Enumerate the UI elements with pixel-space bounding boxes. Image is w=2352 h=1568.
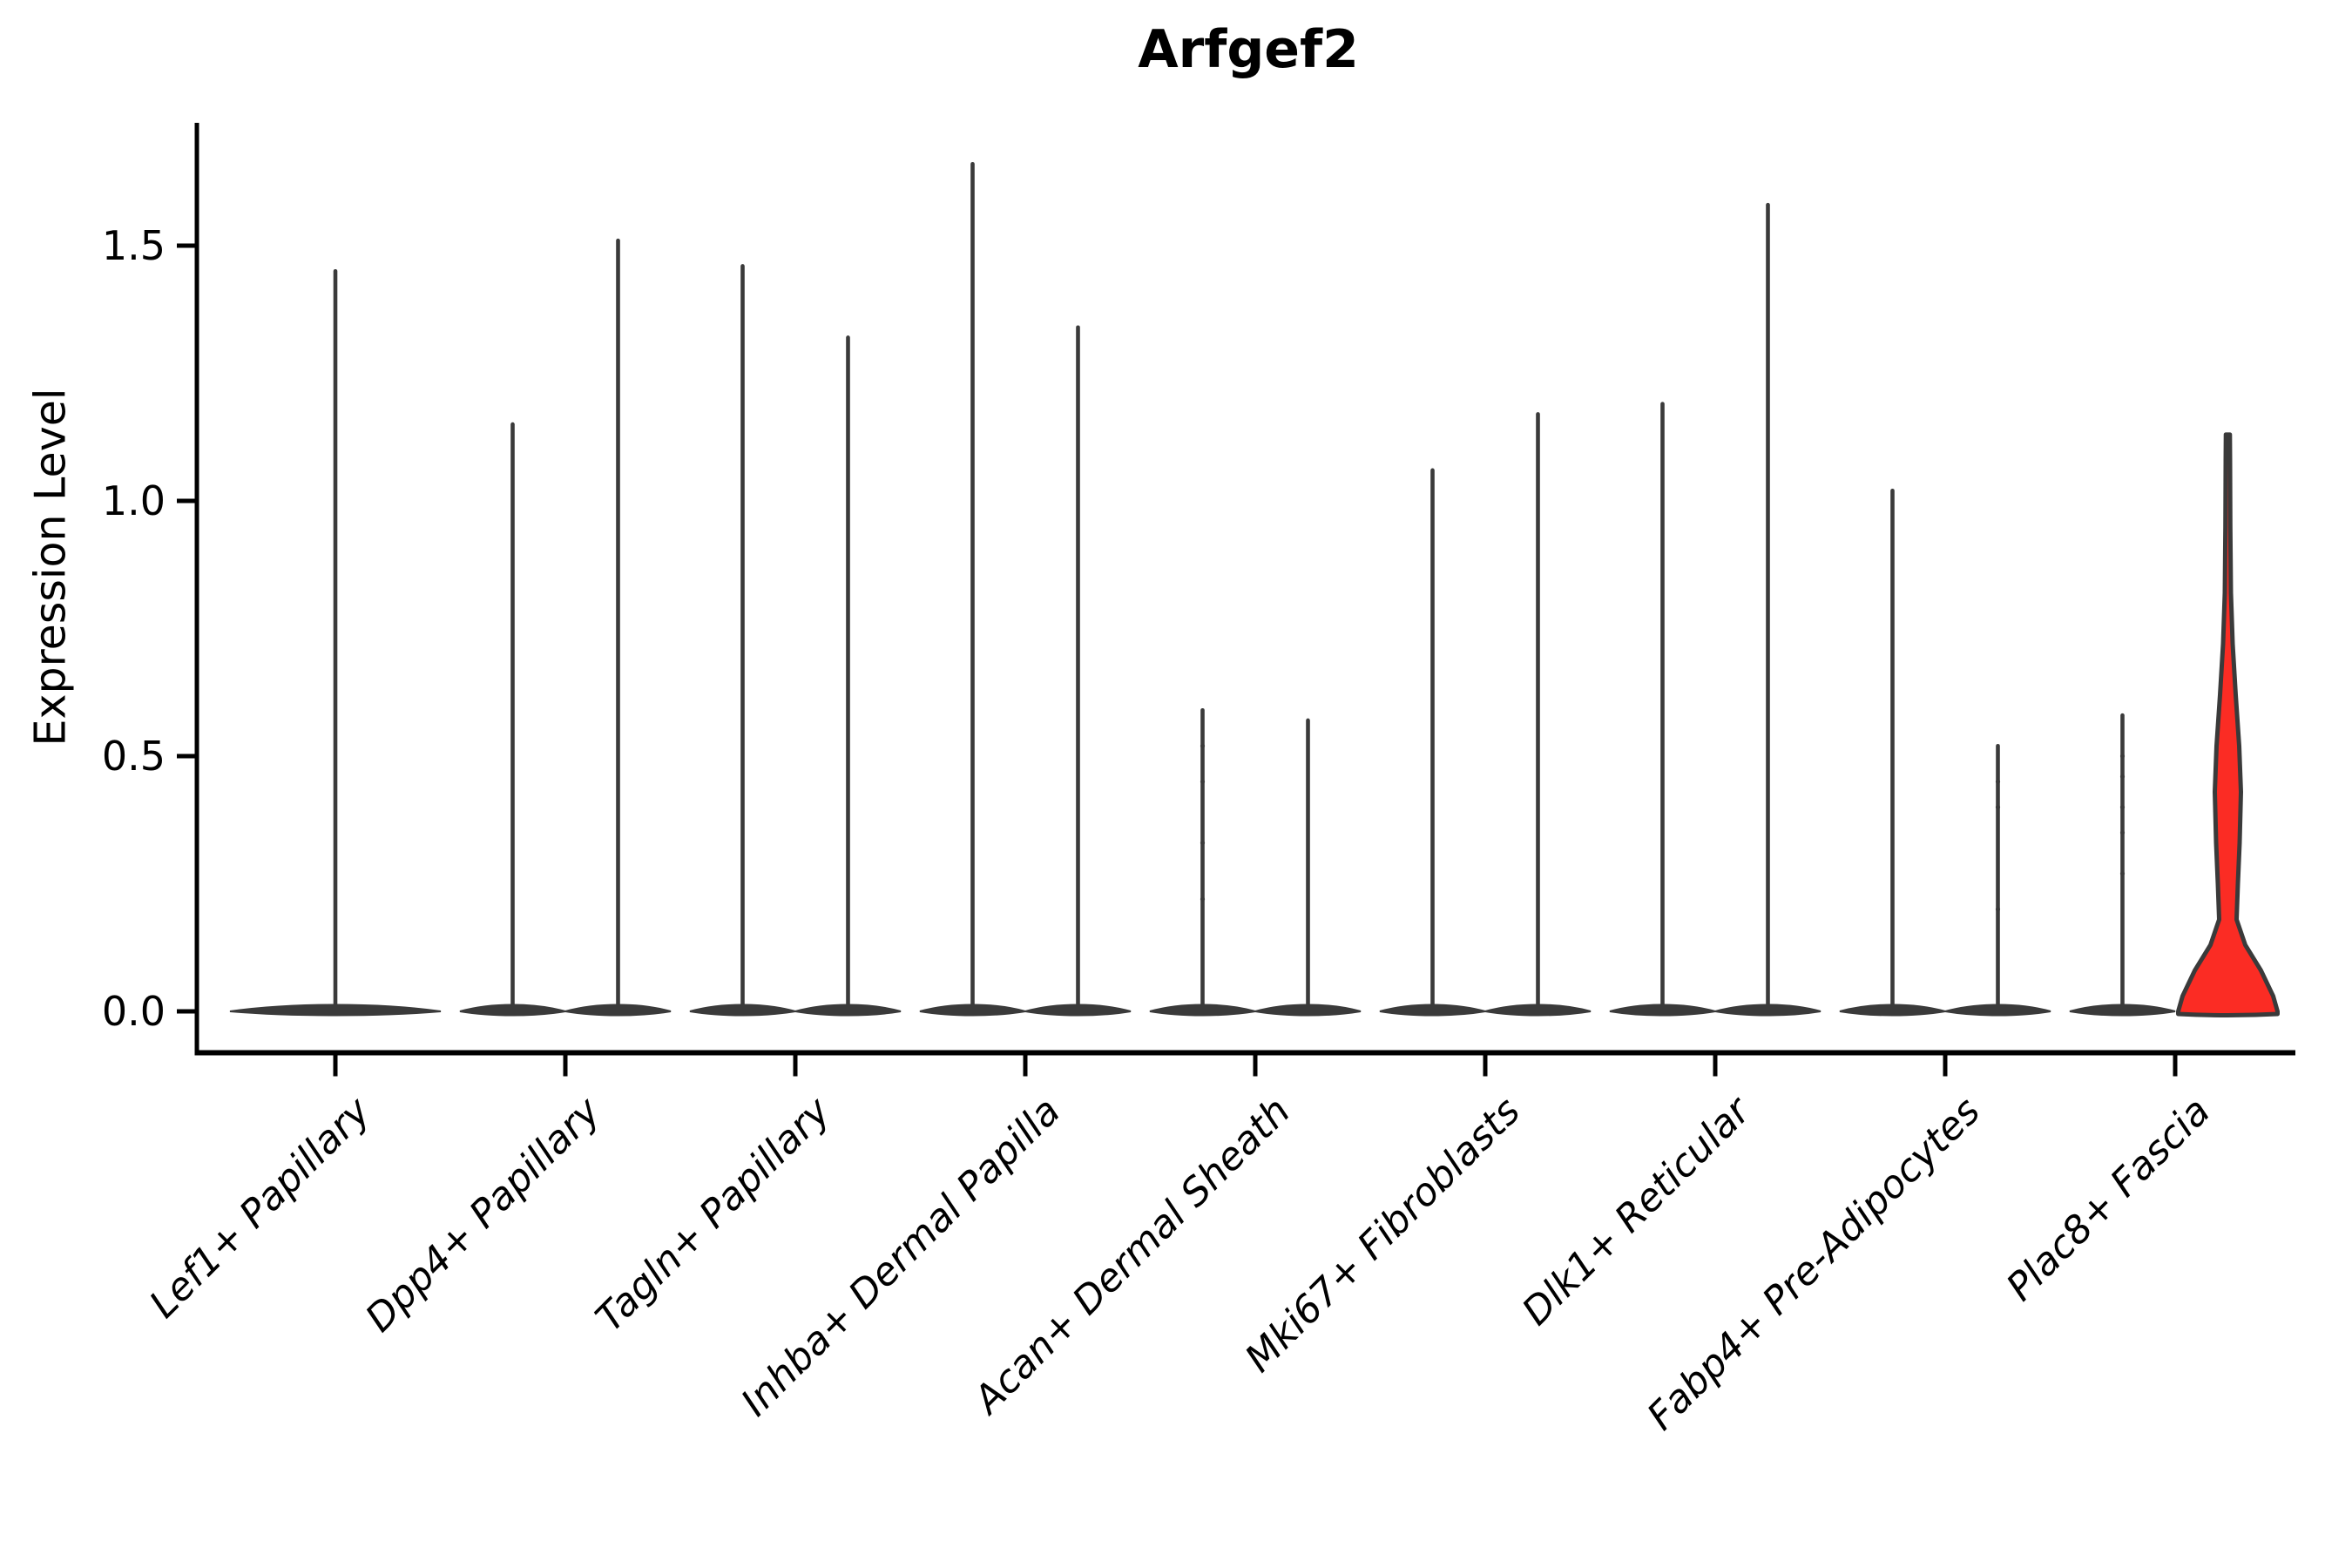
jitter-dot [2119,754,2126,759]
violin-base [1024,1004,1132,1017]
y-tick-label: 0.0 [101,988,166,1035]
y-tick-label: 1.0 [101,477,166,524]
jitter-dot [1200,841,1206,846]
violin-base [1254,1004,1362,1017]
jitter-dot [1995,805,2001,810]
violin-base [1484,1004,1592,1017]
jitter-dot [1995,779,2001,784]
jitter-dot [1200,896,1206,902]
violin-base [794,1004,902,1017]
y-tick-label: 0.5 [101,733,166,780]
y-tick-label: 1.5 [101,222,166,269]
violin-highlighted [2176,432,2280,1017]
jitter-dot [2119,774,2126,780]
jitter-dot [2119,805,2126,810]
violin-base [2069,1004,2176,1017]
plot-title: Arfgef2 [1138,19,1359,80]
y-axis-label: Expression Level [25,388,76,747]
jitter-dot [2119,830,2126,835]
violin-base [1944,1004,2051,1017]
jitter-dot [1995,907,2001,912]
jitter-dot [1200,779,1206,784]
violin-base [564,1004,672,1017]
violin-base [1714,1004,1821,1017]
jitter-dot [1200,743,1206,748]
violin-base [229,1004,442,1017]
jitter-dot [2119,871,2126,876]
